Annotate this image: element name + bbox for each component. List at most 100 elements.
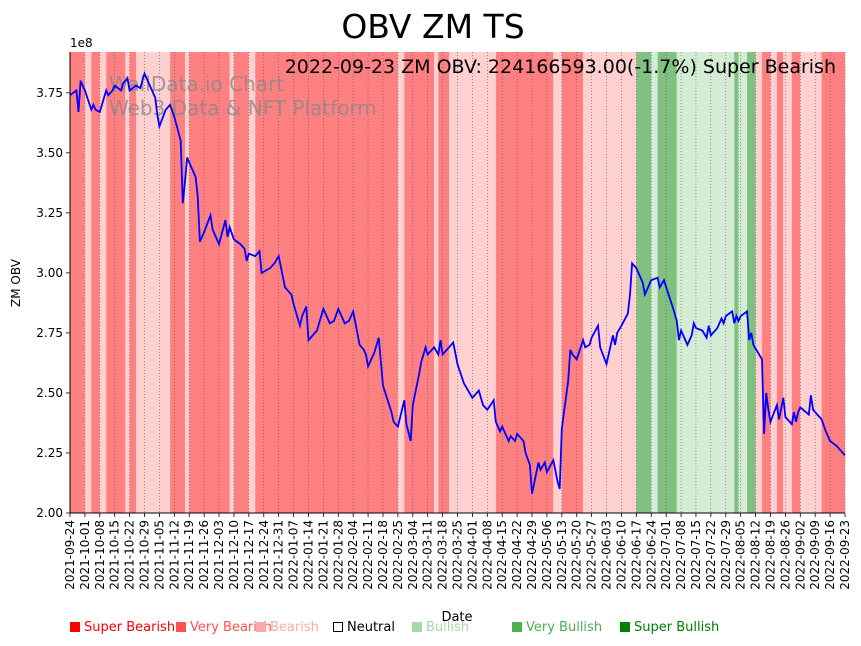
x-tick-label: 2022-08-19 xyxy=(763,520,777,590)
watermark-line-1: WallData.io Chart xyxy=(109,72,284,96)
x-tick-label: 2022-04-08 xyxy=(480,520,494,590)
x-tick-label: 2021-12-03 xyxy=(212,520,226,590)
signal-band-bearish xyxy=(583,52,637,513)
x-tick-label: 2021-09-24 xyxy=(63,520,77,590)
legend-item-bearish: Bearish xyxy=(256,620,319,635)
x-tick-label: 2022-08-12 xyxy=(749,520,763,590)
x-tick-label: 2022-06-24 xyxy=(644,520,658,590)
x-tick-label: 2021-10-15 xyxy=(108,520,122,590)
signal-band-very-bearish xyxy=(233,52,249,513)
x-tick-label: 2022-05-20 xyxy=(570,520,584,590)
signal-band-bearish xyxy=(248,52,256,513)
signal-band-bearish xyxy=(800,52,822,513)
x-tick-label: 2022-06-03 xyxy=(600,520,614,590)
x-tick-label: 2022-01-28 xyxy=(331,520,345,590)
signal-band-very-bullish xyxy=(657,52,677,513)
legend-label: Super Bearish xyxy=(84,620,176,635)
x-tick-label: 2022-07-22 xyxy=(704,520,718,590)
signal-band-bearish xyxy=(783,52,792,513)
y-tick-label: 3.00 xyxy=(36,266,63,280)
legend-swatch xyxy=(70,622,80,632)
legend-swatch xyxy=(412,622,422,632)
signal-band-bullish xyxy=(651,52,658,513)
signal-band-bearish xyxy=(229,52,234,513)
legend-item-very-bullish: Very Bullish xyxy=(512,620,602,635)
legend-item-super-bearish: Super Bearish xyxy=(70,620,175,635)
x-tick-label: 2022-02-18 xyxy=(376,520,390,590)
signal-band-very-bearish xyxy=(129,52,137,513)
signal-band-very-bearish xyxy=(821,52,845,513)
legend-label: Super Bullish xyxy=(634,620,720,635)
x-tick-label: 2022-01-07 xyxy=(287,520,301,590)
legend-label: Very Bullish xyxy=(526,620,603,635)
x-tick-label: 2021-12-24 xyxy=(257,520,271,590)
signal-band-bullish xyxy=(738,52,748,513)
legend-item-super-bullish: Super Bullish xyxy=(620,620,719,635)
x-tick-label: 2022-02-04 xyxy=(346,520,360,590)
signal-band-bearish xyxy=(125,52,130,513)
signal-band-bullish xyxy=(706,52,735,513)
x-tick-label: 2022-09-09 xyxy=(808,520,822,590)
legend-label: Bullish xyxy=(426,620,470,635)
x-tick-label: 2021-10-22 xyxy=(123,520,137,590)
legend-item-very-bearish: Very Bearish xyxy=(176,620,272,635)
watermark-line-2: Web3 Data & NFT Platform xyxy=(109,96,377,120)
x-tick-label: 2022-03-11 xyxy=(421,520,435,590)
legend-swatch xyxy=(256,622,266,632)
signal-band-very-bearish xyxy=(91,52,100,513)
x-tick-label: 2021-12-10 xyxy=(227,520,241,590)
x-tick-label: 2022-04-15 xyxy=(495,520,509,590)
x-tick-label: 2022-07-08 xyxy=(674,520,688,590)
y-axis-label: ZM OBV xyxy=(9,258,23,307)
signal-band-very-bearish xyxy=(761,52,771,513)
signal-band-bearish xyxy=(397,52,405,513)
x-tick-label: 2022-03-18 xyxy=(436,520,450,590)
x-tick-label: 2022-05-13 xyxy=(555,520,569,590)
x-tick-label: 2021-11-19 xyxy=(182,520,196,590)
signal-bands xyxy=(70,52,845,513)
signal-band-very-bearish xyxy=(170,52,185,513)
y-tick-label: 2.25 xyxy=(36,446,63,460)
x-tick-label: 2022-07-29 xyxy=(719,520,733,590)
x-tick-label: 2021-12-31 xyxy=(272,520,286,590)
legend-item-bullish: Bullish xyxy=(412,620,469,635)
x-tick-label: 2021-12-17 xyxy=(242,520,256,590)
x-tick-label: 2021-10-29 xyxy=(138,520,152,590)
y-tick-label: 3.25 xyxy=(36,206,63,220)
signal-band-bullish xyxy=(676,52,707,513)
legend-label: Neutral xyxy=(347,620,395,635)
y-multiplier-label: 1e8 xyxy=(70,36,93,50)
x-tick-label: 2021-11-05 xyxy=(152,520,166,590)
x-tick-label: 2022-02-25 xyxy=(391,520,405,590)
signal-band-very-bearish xyxy=(776,52,784,513)
chart-title: OBV ZM TS xyxy=(341,7,524,46)
y-axis-ticks: 2.00 2.25 2.50 2.75 3.00 3.25 3.50 3.75 xyxy=(36,86,70,520)
x-tick-label: 2022-06-17 xyxy=(629,520,643,590)
signal-band-bearish xyxy=(434,52,439,513)
legend-swatch xyxy=(176,622,186,632)
x-tick-label: 2022-09-16 xyxy=(823,520,837,590)
legend-swatch xyxy=(333,622,343,632)
obv-series-line xyxy=(69,70,846,494)
signal-band-very-bullish xyxy=(747,52,756,513)
x-tick-label: 2022-02-11 xyxy=(361,520,375,590)
signal-band-very-bearish xyxy=(495,52,554,513)
signal-band-very-bearish xyxy=(255,52,398,513)
x-tick-label: 2022-04-29 xyxy=(525,520,539,590)
x-axis-label: Date xyxy=(441,610,472,625)
y-tick-label: 3.75 xyxy=(36,86,63,100)
x-tick-label: 2022-03-25 xyxy=(451,520,465,590)
signal-band-very-bearish xyxy=(189,52,230,513)
x-tick-label: 2022-06-10 xyxy=(614,520,628,590)
signal-band-very-bearish xyxy=(791,52,801,513)
x-tick-label: 2021-10-01 xyxy=(78,520,92,590)
watermark: WallData.io Chart Web3 Data & NFT Platfo… xyxy=(109,72,377,120)
legend-item-neutral: Neutral xyxy=(333,620,395,635)
signal-band-very-bullish xyxy=(636,52,652,513)
signal-band-very-bullish xyxy=(734,52,739,513)
signal-band-very-bearish xyxy=(70,52,85,513)
x-axis-ticks: 2021-09-24 2021-10-01 2021-10-08 2021-10-15… xyxy=(63,513,852,590)
x-tick-label: 2022-04-01 xyxy=(465,520,479,590)
signal-band-bearish xyxy=(99,52,107,513)
